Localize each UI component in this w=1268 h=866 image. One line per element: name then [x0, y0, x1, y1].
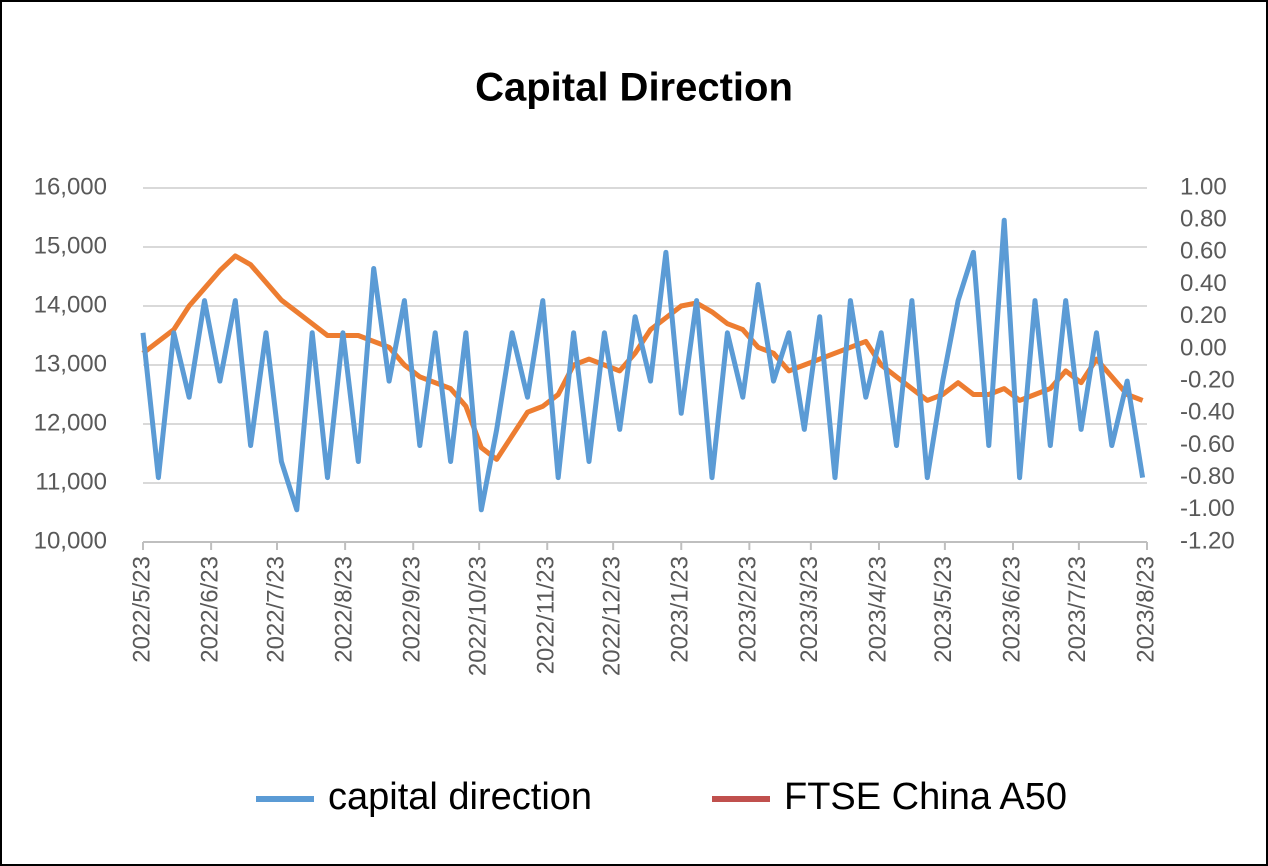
x-tick-label: 2022/6/23: [196, 556, 223, 663]
y2-tick-label: -0.60: [1180, 431, 1235, 458]
x-tick-label: 2023/1/23: [667, 556, 694, 663]
y-tick-label: 15,000: [34, 232, 107, 259]
x-tick-label: 2023/6/23: [998, 556, 1025, 663]
y2-tick-label: 0.80: [1180, 206, 1227, 233]
x-tick-label: 2023/5/23: [930, 556, 957, 663]
y2-tick-label: -0.80: [1180, 463, 1235, 490]
y2-tick-label: -0.40: [1180, 399, 1235, 426]
y-tick-label: 12,000: [34, 409, 107, 436]
y2-tick-label: -1.00: [1180, 495, 1235, 522]
y-tick-label: 10,000: [34, 527, 107, 554]
x-tick-label: 2022/8/23: [330, 556, 357, 663]
chart-title: Capital Direction: [475, 66, 793, 110]
x-tick-label: 2023/3/23: [796, 556, 823, 663]
x-tick-label: 2022/10/23: [464, 556, 491, 676]
y2-tick-label: 1.00: [1180, 173, 1227, 200]
data-line: [140, 217, 1146, 513]
y-tick-label: 11,000: [35, 468, 107, 495]
legend-label: capital direction: [328, 776, 592, 818]
y2-tick-label: 0.00: [1180, 334, 1227, 361]
x-tick-label: 2023/2/23: [735, 556, 762, 663]
y2-tick-label: 0.20: [1180, 302, 1227, 329]
x-tick-label: 2023/7/23: [1064, 556, 1091, 663]
x-tick-label: 2023/4/23: [864, 556, 891, 663]
y2-tick-label: 0.40: [1180, 270, 1227, 297]
x-tick-label: 2022/5/23: [128, 556, 155, 663]
x-tick-label: 2022/9/23: [399, 556, 426, 663]
y2-tick-label: -1.20: [1180, 527, 1235, 554]
x-tick-label: 2023/8/23: [1132, 556, 1159, 663]
y-tick-label: 13,000: [34, 350, 107, 377]
y2-tick-label: -0.20: [1180, 366, 1235, 393]
x-tick-label: 2022/12/23: [598, 556, 625, 676]
y2-tick-label: 0.60: [1180, 238, 1227, 265]
legend-label: FTSE China A50: [784, 776, 1067, 818]
x-tick-label: 2022/11/23: [533, 556, 560, 674]
x-tick-label: 2022/7/23: [262, 556, 289, 663]
y-tick-label: 16,000: [34, 173, 107, 200]
y-tick-label: 14,000: [34, 291, 107, 318]
